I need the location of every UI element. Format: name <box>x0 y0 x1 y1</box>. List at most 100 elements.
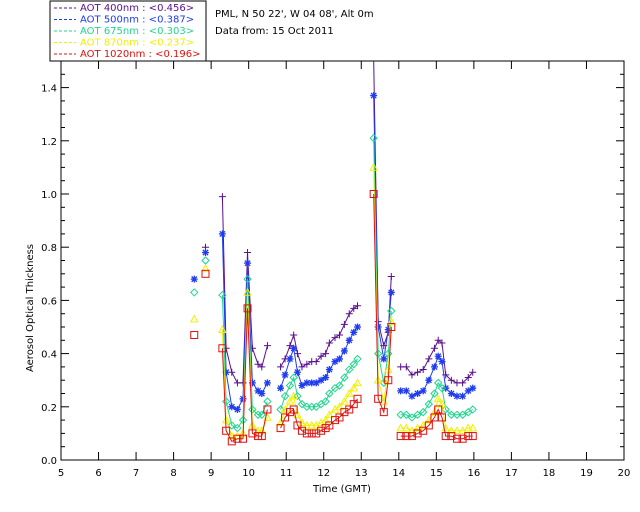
data-point <box>289 405 298 414</box>
legend: AOT 400nm : <0.456>AOT 500nm : <0.387>AO… <box>49 0 207 62</box>
data-point <box>276 424 285 433</box>
data-point <box>253 410 263 419</box>
data-point <box>464 432 473 441</box>
x-tick-label: 15 <box>430 468 443 479</box>
data-point <box>308 379 316 387</box>
data-point <box>384 349 393 358</box>
data-point <box>317 426 326 435</box>
data-point <box>280 391 290 401</box>
data-point <box>349 360 358 369</box>
x-tick-label: 5 <box>58 468 64 479</box>
data-point <box>437 383 447 393</box>
y-tick-label: 0.6 <box>41 296 57 307</box>
data-point <box>201 269 210 278</box>
data-point <box>463 423 473 432</box>
data-point <box>340 396 349 405</box>
data-point <box>413 410 422 419</box>
data-point <box>257 432 266 441</box>
data-point <box>458 410 467 419</box>
data-point <box>447 410 456 419</box>
data-point <box>218 290 227 300</box>
data-point <box>402 410 411 419</box>
station-info: PML, N 50 22', W 04 08', Alt 0m <box>215 9 374 20</box>
data-point <box>201 263 210 272</box>
data-point <box>276 405 285 414</box>
x-axis-label: Time (GMT) <box>312 484 371 495</box>
data-point <box>335 413 344 422</box>
data-point <box>354 302 362 310</box>
data-point <box>254 387 262 395</box>
data-point <box>335 355 343 363</box>
data-point <box>335 381 344 390</box>
data-point <box>297 399 307 409</box>
series-line <box>373 138 392 383</box>
data-point <box>307 420 317 429</box>
data-point <box>325 389 334 398</box>
data-point <box>469 368 477 376</box>
axes: 5 6 7 8 9 10 11 12 13 14 15 16 17 18 19 20 0.0 0.2 0.4 0.6 0… <box>41 61 630 479</box>
data-point <box>244 249 252 257</box>
data-point <box>303 360 311 368</box>
data-point <box>335 331 343 339</box>
data-point <box>263 342 271 350</box>
legend-entry: AOT 675nm : <0.303> <box>80 26 194 37</box>
y-tick-label: 0.0 <box>41 456 57 467</box>
data-point <box>387 323 396 331</box>
data-point <box>418 407 428 417</box>
data-point <box>243 287 252 296</box>
x-tick-label: 12 <box>317 468 330 479</box>
data-point <box>401 423 411 432</box>
data-point <box>340 373 349 382</box>
data-point <box>430 363 438 371</box>
series-1 <box>190 92 477 413</box>
data-point <box>387 272 395 280</box>
data-point <box>419 366 427 374</box>
x-tick-label: 6 <box>95 468 101 479</box>
data-point <box>414 390 422 397</box>
data-point <box>413 429 422 438</box>
data-point <box>397 387 405 395</box>
data-point <box>369 190 378 198</box>
series-line <box>221 279 268 429</box>
data-point <box>325 366 333 374</box>
series-0 <box>202 60 477 387</box>
data-point <box>430 389 439 398</box>
data-point <box>396 410 405 419</box>
data-point <box>453 392 461 400</box>
data-point <box>370 92 378 100</box>
data-point <box>350 328 358 336</box>
data-point <box>289 373 298 382</box>
data-point <box>222 368 230 376</box>
data-point <box>293 368 301 376</box>
data-point <box>239 395 247 403</box>
data-point <box>293 421 302 430</box>
data-point <box>387 306 396 316</box>
data-point <box>312 379 320 387</box>
data-point <box>263 397 272 406</box>
data-point <box>298 363 306 371</box>
data-point <box>321 397 330 406</box>
x-tick-label: 14 <box>392 468 405 479</box>
series-3 <box>189 162 478 440</box>
data-point <box>459 392 467 400</box>
x-tick-label: 11 <box>280 468 293 479</box>
data-point <box>387 288 395 296</box>
x-tick-label: 20 <box>618 468 631 479</box>
data-point <box>374 394 383 403</box>
x-tick-label: 7 <box>133 468 139 479</box>
data-point <box>317 352 325 360</box>
series-line <box>221 308 268 443</box>
data-point <box>303 379 311 387</box>
data-point <box>248 429 257 438</box>
data-date: Data from: 15 Oct 2011 <box>215 26 334 37</box>
data-point <box>285 396 295 405</box>
data-point <box>424 421 433 430</box>
y-tick-label: 0.8 <box>41 243 57 254</box>
data-point <box>447 376 455 384</box>
x-tick-label: 16 <box>467 468 480 479</box>
data-point <box>218 325 227 333</box>
data-point <box>330 416 339 425</box>
data-point <box>289 391 299 400</box>
y-tick-label: 1.0 <box>41 190 57 201</box>
